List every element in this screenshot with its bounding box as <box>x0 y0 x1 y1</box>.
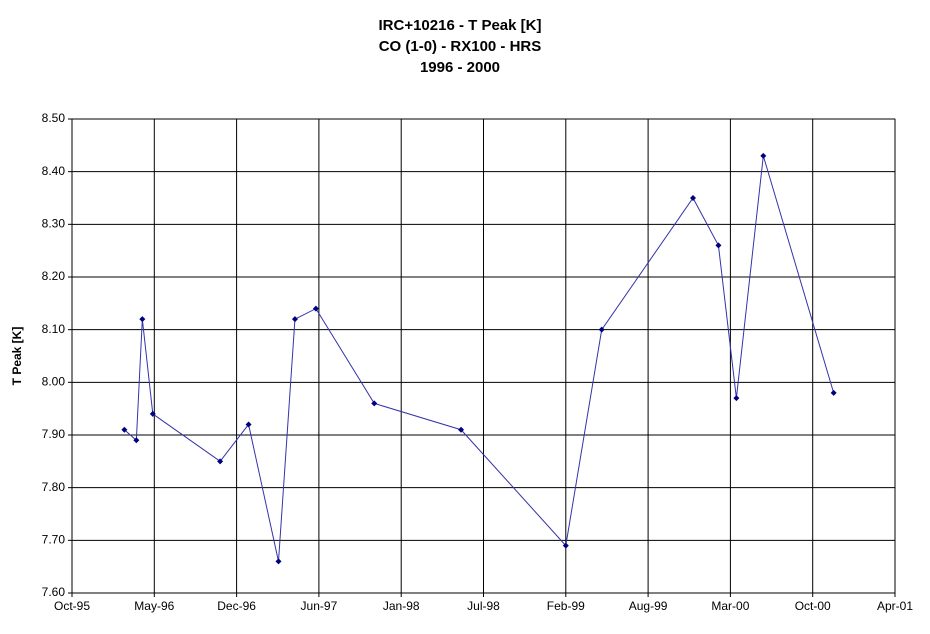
chart-subtitle: CO (1-0) - RX100 - HRS <box>379 38 542 55</box>
x-tick-label: Apr-01 <box>877 599 913 613</box>
data-point <box>715 242 722 249</box>
data-line <box>124 155 835 562</box>
data-point <box>598 326 605 333</box>
data-point <box>149 410 156 417</box>
y-tick-label: 8.30 <box>42 217 66 231</box>
data-point <box>217 458 224 465</box>
y-tick-label: 7.70 <box>42 533 66 547</box>
y-tick-label: 8.20 <box>42 269 66 283</box>
data-point <box>830 389 837 396</box>
x-tick-label: Oct-00 <box>795 599 831 613</box>
data-point <box>562 542 569 549</box>
y-tick-label: 7.60 <box>42 585 66 599</box>
y-tick-label: 7.80 <box>42 480 66 494</box>
y-tick-label: 7.90 <box>42 427 66 441</box>
data-point <box>312 305 319 312</box>
data-point <box>291 316 298 323</box>
x-tick-label: Aug-99 <box>629 599 668 613</box>
data-point <box>139 316 146 323</box>
data-point <box>371 400 378 407</box>
x-tick-label: Mar-00 <box>711 599 749 613</box>
data-point <box>760 152 767 159</box>
x-tick-label: Dec-96 <box>217 599 256 613</box>
x-tick-label: Oct-95 <box>54 599 90 613</box>
y-tick-label: 8.40 <box>42 164 66 178</box>
data-point <box>733 395 740 402</box>
x-tick-label: Jul-98 <box>467 599 500 613</box>
data-point <box>133 437 140 444</box>
data-point <box>689 195 696 201</box>
x-tick-label: Feb-99 <box>547 599 585 613</box>
y-axis-label: T Peak [K] <box>10 327 24 386</box>
chart-title: IRC+10216 - T Peak [K] <box>379 17 542 34</box>
y-tick-label: 8.10 <box>42 322 66 336</box>
x-tick-label: May-96 <box>134 599 174 613</box>
y-tick-label: 8.00 <box>42 375 66 389</box>
x-tick-label: Jun-97 <box>301 599 338 613</box>
chart-subtitle: 1996 - 2000 <box>420 59 500 76</box>
data-point <box>121 426 128 433</box>
data-point <box>458 426 465 433</box>
data-point <box>275 558 282 565</box>
data-point <box>245 421 252 428</box>
y-tick-label: 8.50 <box>42 111 66 125</box>
x-tick-label: Jan-98 <box>383 599 420 613</box>
